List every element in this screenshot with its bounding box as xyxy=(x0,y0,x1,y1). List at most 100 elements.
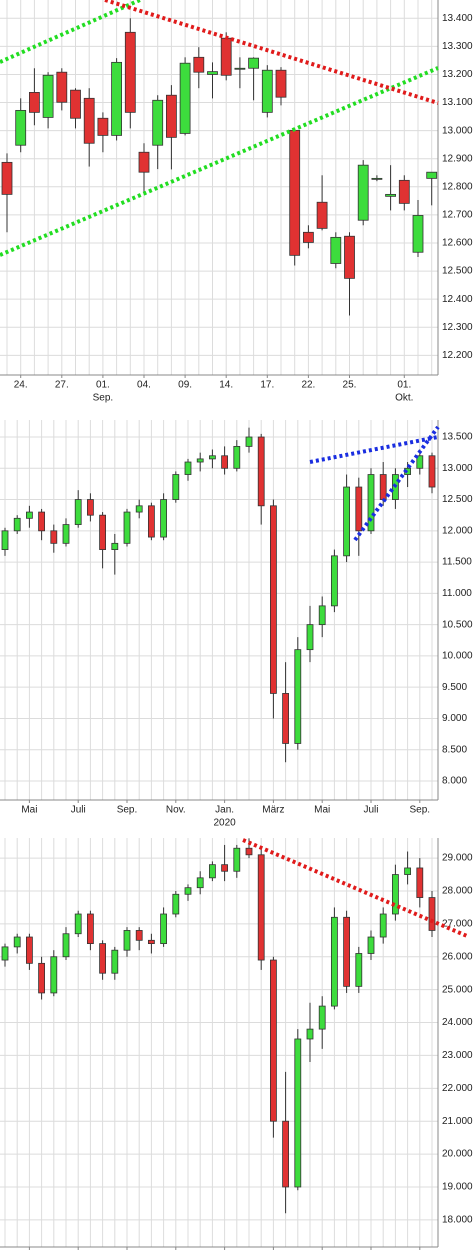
y-tick-label: 12.400 xyxy=(442,294,473,305)
y-tick-label: 12.600 xyxy=(442,238,473,249)
candle-body xyxy=(138,151,150,173)
trend-lines xyxy=(0,0,468,938)
candle-body xyxy=(416,455,424,469)
candle-body xyxy=(257,436,265,507)
x-tick-label: Sep. xyxy=(117,805,138,816)
candle-body xyxy=(220,37,232,76)
candle-body xyxy=(318,605,326,626)
x-tick-label: 17. xyxy=(260,380,274,391)
candle-body xyxy=(398,179,410,204)
candle-body xyxy=(25,936,33,964)
candle-body xyxy=(13,517,21,532)
candle-body xyxy=(245,847,253,856)
y-tick-label: 8.500 xyxy=(442,744,467,755)
candle-body xyxy=(269,505,277,694)
x-sublabel: 2020 xyxy=(213,818,236,829)
candle-body xyxy=(111,542,119,550)
x-tick-label: 24. xyxy=(14,380,28,391)
candle-body xyxy=(62,524,70,544)
y-tick-label: 9.000 xyxy=(442,713,467,724)
candle-body xyxy=(1,530,9,550)
candle-body xyxy=(344,235,355,279)
candle-body xyxy=(97,117,109,136)
candle-body xyxy=(404,867,412,875)
candle-body xyxy=(355,953,363,987)
candle-body xyxy=(379,474,387,500)
candle-body xyxy=(371,177,383,180)
x-tick-label: 09. xyxy=(178,380,192,391)
candle-body xyxy=(42,74,54,118)
trend-line xyxy=(242,838,468,938)
y-tick-label: 27.000 xyxy=(442,919,473,930)
x-tick-label: Mai xyxy=(314,805,330,816)
candle-body xyxy=(257,854,265,961)
y-tick-label: 10.000 xyxy=(442,651,473,662)
y-tick-label: 13.400 xyxy=(442,13,473,24)
candle-body xyxy=(330,916,338,1007)
candle-body xyxy=(50,956,58,994)
candle-body xyxy=(318,1005,326,1030)
candle-body xyxy=(1,161,13,195)
candle-body xyxy=(50,530,58,544)
y-tick-label: 18.000 xyxy=(442,1215,473,1226)
candle-body xyxy=(282,693,290,744)
x-tick-label: Sep. xyxy=(410,805,431,816)
candle-body xyxy=(135,505,143,513)
candle-body xyxy=(13,936,21,948)
candle-body xyxy=(302,231,314,243)
candle-body xyxy=(74,499,82,525)
candle-body xyxy=(221,455,229,469)
y-tick-label: 25.000 xyxy=(442,984,473,995)
x-tick-label: 22. xyxy=(301,380,315,391)
candle-body xyxy=(196,458,204,463)
candle-body xyxy=(391,874,399,915)
y-tick-label: 13.000 xyxy=(442,125,473,136)
candle-body xyxy=(38,511,45,532)
x-tick-label: Mai xyxy=(21,805,37,816)
candle-body xyxy=(135,930,143,941)
candle-body xyxy=(269,959,277,1122)
y-tick-label: 20.000 xyxy=(442,1149,473,1160)
x-tick-label: 01. xyxy=(397,380,411,391)
x-tick-label: 01. xyxy=(96,380,110,391)
candle-body xyxy=(184,887,192,895)
trend-line xyxy=(104,0,439,105)
candle-body xyxy=(233,847,241,872)
candle-body xyxy=(306,624,314,651)
candle-body xyxy=(367,474,375,532)
y-tick-label: 12.300 xyxy=(442,322,473,333)
candle-body xyxy=(208,455,216,460)
candle-body xyxy=(1,946,9,961)
candle-body xyxy=(28,92,40,113)
candle-body xyxy=(357,164,369,221)
x-tick-label: 25. xyxy=(343,380,357,391)
y-tick-label: 24.000 xyxy=(442,1017,473,1028)
candle-body xyxy=(184,461,192,475)
candle-body xyxy=(160,913,168,945)
candle-body xyxy=(99,943,106,974)
y-tick-label: 28.000 xyxy=(442,886,473,897)
candle-body xyxy=(111,61,122,136)
y-tick-label: 26.000 xyxy=(442,951,473,962)
candle-body xyxy=(234,67,246,70)
y-tick-label: 23.000 xyxy=(442,1050,473,1061)
candle-body xyxy=(152,99,164,146)
candle-body xyxy=(56,71,68,103)
candle-body xyxy=(426,171,438,179)
candle-body xyxy=(70,89,81,119)
y-tick-label: 13.300 xyxy=(442,41,473,52)
y-tick-label: 13.200 xyxy=(442,69,473,80)
candle-body xyxy=(38,962,45,994)
y-tick-label: 12.900 xyxy=(442,153,473,164)
x-tick-label: Juli xyxy=(363,805,378,816)
candle-body xyxy=(83,97,95,144)
candle-body xyxy=(316,201,328,229)
candle-body xyxy=(412,215,424,253)
candle-body xyxy=(385,193,397,197)
candle-body xyxy=(165,94,177,138)
x-tick-label: März xyxy=(262,805,284,816)
candle-body xyxy=(330,236,342,264)
y-tick-label: 10.500 xyxy=(442,619,473,630)
x-sublabel: Sep. xyxy=(93,393,114,404)
